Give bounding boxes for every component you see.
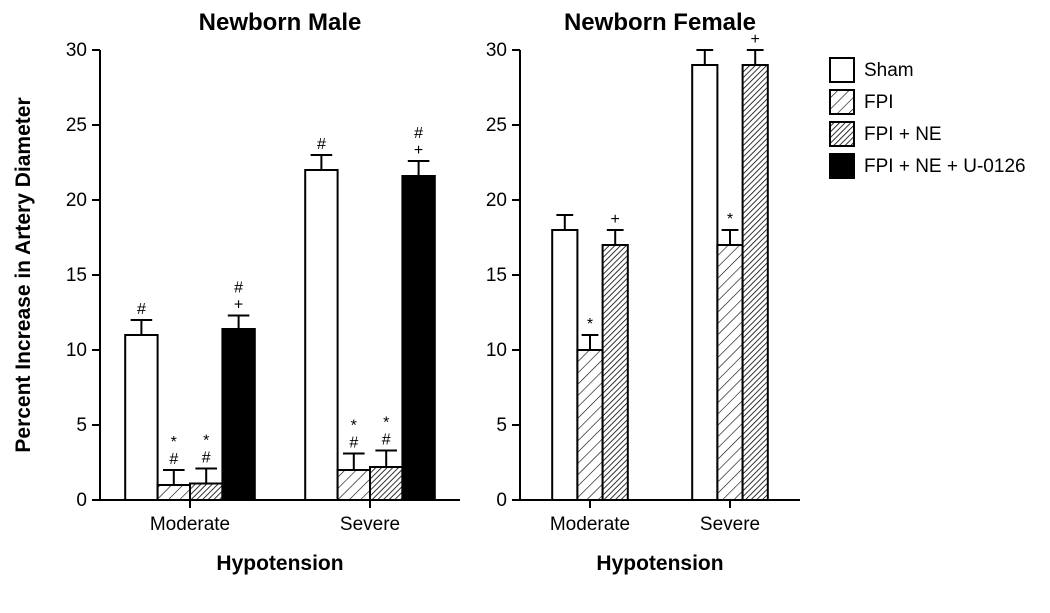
bar [305, 170, 337, 500]
y-axis-label: Percent Increase in Artery Diameter [12, 97, 35, 452]
annotation-mark: * [203, 433, 209, 450]
y-tick-label: 15 [66, 265, 87, 286]
bar [717, 245, 742, 500]
legend-label: Sham [864, 60, 914, 81]
annotation-mark: # [317, 136, 326, 153]
x-axis-label: Hypotension [596, 552, 723, 575]
annotation-mark: * [351, 418, 357, 435]
group-label: Moderate [550, 514, 630, 535]
group-label: Severe [340, 514, 400, 535]
legend-label: FPI + NE [864, 124, 942, 145]
bar [158, 485, 190, 500]
x-axis-label: Hypotension [216, 552, 343, 575]
annotation-mark: * [727, 211, 733, 228]
bar [125, 335, 157, 500]
panel-title: Newborn Male [199, 9, 362, 36]
annotation-mark: * [383, 415, 389, 432]
bar [402, 176, 434, 500]
bar [743, 65, 768, 500]
y-tick-label: 5 [496, 415, 507, 436]
y-tick-label: 10 [486, 340, 507, 361]
annotation-mark: + [751, 31, 760, 48]
y-tick-label: 10 [66, 340, 87, 361]
legend-swatch [830, 58, 854, 82]
bar [190, 484, 222, 501]
annotation-mark: # [349, 435, 358, 452]
annotation-mark: # [137, 301, 146, 318]
y-tick-label: 0 [76, 490, 87, 511]
annotation-mark: + [611, 211, 620, 228]
y-tick-label: 5 [76, 415, 87, 436]
legend-swatch [830, 90, 854, 114]
bar [552, 230, 577, 500]
bar [577, 350, 602, 500]
legend-swatch [830, 122, 854, 146]
y-tick-label: 15 [486, 265, 507, 286]
group-label: Severe [700, 514, 760, 535]
annotation-mark: * [171, 434, 177, 451]
chart-svg: Percent Increase in Artery Diameter Newbo… [0, 0, 1050, 613]
group-label: Moderate [150, 514, 230, 535]
panel-title: Newborn Female [564, 9, 756, 36]
annotation-mark: * [587, 316, 593, 333]
annotation-mark: # [414, 125, 423, 142]
y-tick-label: 30 [66, 40, 87, 61]
legend-swatch [830, 154, 854, 178]
bar [338, 470, 370, 500]
bar [222, 329, 254, 500]
annotation-mark: # [202, 450, 211, 467]
annotation-mark: # [169, 451, 178, 468]
figure: Percent Increase in Artery Diameter Newbo… [0, 0, 1050, 613]
bar [370, 467, 402, 500]
annotation-mark: # [382, 432, 391, 449]
y-tick-label: 20 [486, 190, 507, 211]
y-tick-label: 25 [486, 115, 507, 136]
annotation-mark: + [234, 297, 243, 314]
annotation-mark: + [414, 142, 423, 159]
bar [603, 245, 628, 500]
legend-label: FPI [864, 92, 894, 113]
annotation-mark: # [234, 280, 243, 297]
bar [692, 65, 717, 500]
y-tick-label: 0 [496, 490, 507, 511]
legend-label: FPI + NE + U-0126 [864, 156, 1026, 177]
y-tick-label: 30 [486, 40, 507, 61]
y-tick-label: 20 [66, 190, 87, 211]
y-tick-label: 25 [66, 115, 87, 136]
